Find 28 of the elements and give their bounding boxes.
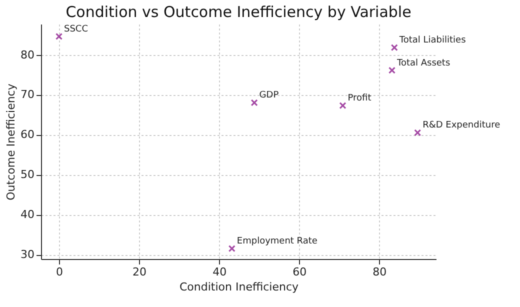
chart-title: Condition vs Outcome Inefficiency by Variable — [66, 3, 412, 21]
annotation: R&D Expenditure — [422, 120, 501, 131]
y-tick-label: 40 — [20, 208, 34, 222]
point — [414, 129, 422, 136]
y-tick-label: 70 — [20, 88, 34, 102]
point — [228, 245, 236, 252]
x-axis-title: Condition Inefficiency — [179, 280, 299, 294]
y-axis-title: Outcome Inefficiency — [4, 83, 18, 200]
point — [390, 44, 398, 52]
annotation: Total Assets — [396, 58, 450, 68]
x-tick-label: 60 — [292, 266, 307, 278]
annotation: Total Liabilities — [398, 36, 466, 46]
annotation: GDP — [259, 90, 280, 101]
annotation: SSCC — [64, 24, 88, 34]
y-tick-label: 30 — [20, 248, 34, 262]
point — [339, 102, 346, 110]
point — [388, 66, 396, 74]
annotation: Profit — [348, 94, 372, 104]
y-tick-label: 60 — [20, 128, 34, 142]
point — [250, 99, 258, 106]
point — [55, 32, 63, 40]
x-tick-label: 80 — [372, 266, 387, 278]
x-tick-label: 0 — [56, 266, 64, 278]
y-tick-label: 80 — [20, 48, 34, 62]
x-tick-label: 20 — [132, 266, 147, 278]
annotation: Employment Rate — [236, 236, 318, 247]
x-tick-label: 40 — [212, 266, 227, 278]
y-tick-label: 50 — [20, 168, 34, 182]
